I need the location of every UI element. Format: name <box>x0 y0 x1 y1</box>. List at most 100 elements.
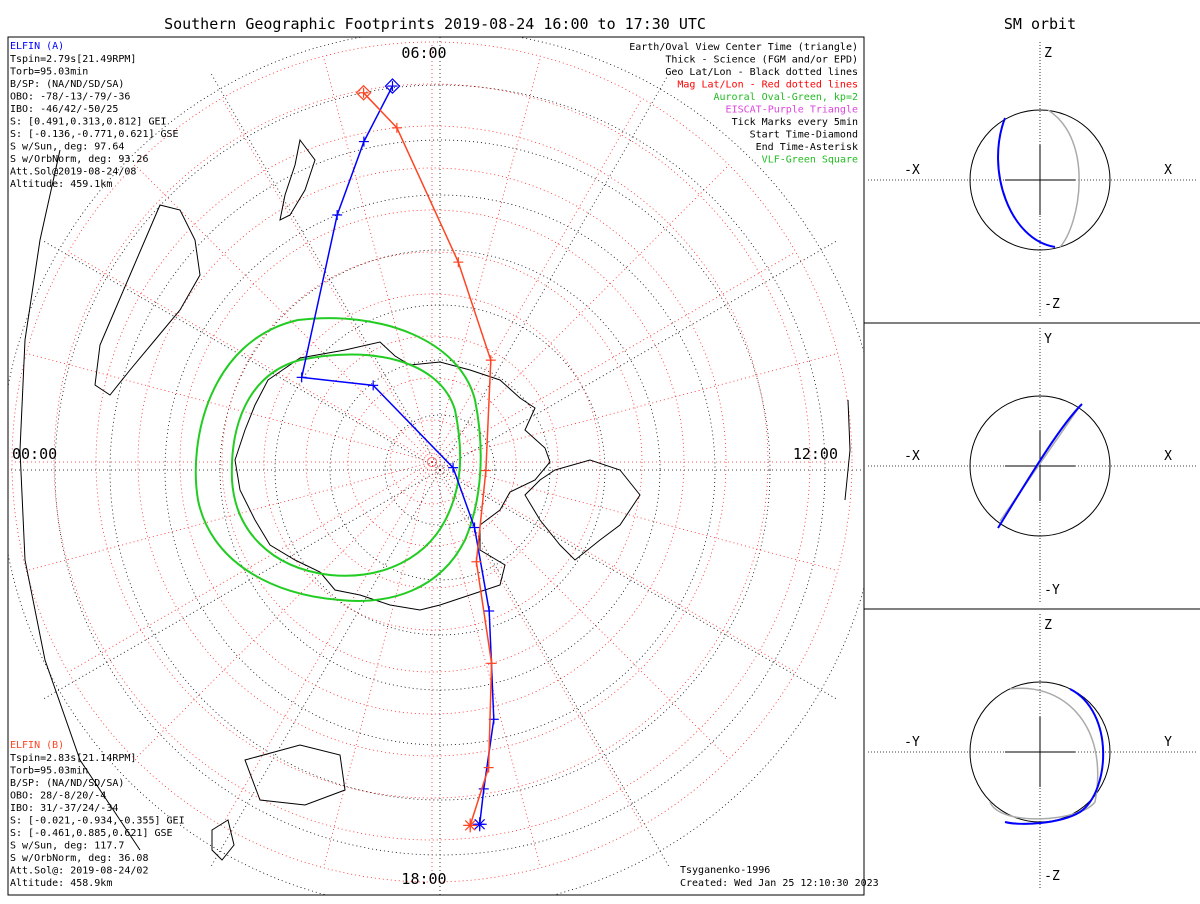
info-line: Att.Sol@2019-08-24/08 <box>10 167 136 178</box>
legend-item: Thick - Science (FGM and/or EPD) <box>665 55 858 66</box>
mag-lon-line <box>431 164 730 463</box>
legend-item: EISCAT-Purple Triangle <box>726 105 858 116</box>
legend-item: Start Time-Diamond <box>750 130 858 141</box>
info-line: B/SP: (NA/ND/SD/SA) <box>10 79 124 90</box>
axis-label-down: -Y <box>1044 583 1060 598</box>
elfin-b-info: ELFIN (B) Tspin=2.83s[21.14RPM] Torb=95.03… <box>10 740 185 889</box>
auroral-oval-inner <box>230 353 462 577</box>
mag-lat-circle <box>53 83 811 841</box>
coast-west-edge <box>19 149 141 851</box>
coastlines <box>19 138 851 861</box>
geo-lon-line <box>41 469 441 701</box>
geo-lon-line <box>439 71 671 471</box>
mlt-label-left: 00:00 <box>12 445 57 463</box>
info-line: S w/OrbNorm, deg: 93.26 <box>10 154 148 165</box>
mag-lon-line <box>26 352 433 463</box>
track-elfin-a <box>300 85 495 825</box>
mag-lon-line <box>431 461 542 868</box>
start-diamond <box>384 78 401 94</box>
legend-item: Tick Marks every 5min <box>732 117 858 128</box>
end-asterisk <box>472 817 487 832</box>
sm-panel-yz: Z -Z -Y Y <box>868 614 1196 890</box>
info-line: S w/Sun, deg: 97.64 <box>10 142 124 153</box>
tick-mark <box>486 658 497 669</box>
info-line: Torb=95.03min <box>10 766 88 777</box>
mag-lon-line <box>431 352 838 463</box>
info-line: OBO: -78/-13/-79/-36 <box>10 92 130 103</box>
axis-label-left: -X <box>904 163 920 178</box>
coast-madagascar <box>211 819 235 861</box>
axis-label-down: -Z <box>1044 297 1060 312</box>
geo-grid <box>8 37 864 895</box>
info-heading: ELFIN (A) <box>10 41 64 52</box>
legend-item: Earth/Oval View Center Time (triangle) <box>629 42 858 53</box>
map-area: 06:00 00:00 12:00 18:00 <box>8 37 864 895</box>
axis-label-up: Z <box>1044 618 1052 633</box>
footprint-tracks <box>296 78 499 833</box>
tick-mark <box>358 87 369 98</box>
sm-orbit-panels: Z -Z -X X Y -Y -X X Z -Z -Y Y <box>868 42 1196 890</box>
info-line: Att.Sol@: 2019-08-24/02 <box>10 866 148 877</box>
auroral-ovals <box>194 317 482 602</box>
mlt-label-top: 06:00 <box>401 44 446 62</box>
info-line: S: [-0.021,-0.934,-0.355] GEI <box>10 816 185 827</box>
mag-lat-circle <box>389 419 475 505</box>
info-line: S: [-0.461,0.885,0.621] GSE <box>10 828 173 839</box>
mag-lat-circle <box>11 41 853 883</box>
coast-africa <box>244 744 346 806</box>
legend-item: VLF-Green Square <box>762 155 858 166</box>
main-title: Southern Geographic Footprints 2019-08-2… <box>164 15 706 33</box>
orbit-elfin-a <box>997 117 1056 248</box>
end-asterisk <box>463 818 478 833</box>
geo-lat-circle <box>329 359 551 581</box>
start-diamond <box>355 84 372 101</box>
info-line: IBO: -46/42/-50/25 <box>10 104 118 115</box>
tick-mark <box>448 462 459 473</box>
info-line: S w/Sun, deg: 117.7 <box>10 841 124 852</box>
mag-lon-line <box>134 461 433 760</box>
orbit-elfin-b <box>1047 109 1080 248</box>
tick-mark <box>480 465 491 476</box>
geo-lon-line <box>439 469 839 701</box>
track-elfin-b <box>363 92 493 826</box>
tick-mark <box>453 257 464 268</box>
info-heading: ELFIN (B) <box>10 740 64 751</box>
mag-lat-circle <box>137 167 727 757</box>
tick-mark <box>368 380 379 391</box>
mag-lon-line <box>431 461 643 826</box>
earth-circle <box>969 681 1111 823</box>
geo-lat-circle <box>164 194 716 746</box>
mag-lat-circle <box>305 335 559 589</box>
legend-item: Geo Lat/Lon - Black dotted lines <box>665 67 858 78</box>
tick-mark <box>332 209 343 220</box>
right-title: SM orbit <box>1004 15 1076 33</box>
sm-panel-xz: Z -Z -X X <box>868 42 1196 318</box>
tick-mark <box>296 372 307 383</box>
info-line: Tspin=2.79s[21.49RPM] <box>10 54 136 65</box>
axis-label-right: X <box>1164 163 1172 178</box>
coast-new-zealand <box>279 138 316 221</box>
geo-lon-line <box>41 239 441 471</box>
tick-mark <box>484 605 495 616</box>
axis-label-up: Z <box>1044 46 1052 61</box>
earth-circle <box>969 395 1111 537</box>
tick-mark <box>358 136 369 147</box>
geo-lon-line <box>209 71 441 471</box>
tick-mark <box>387 81 398 92</box>
tick-mark <box>391 122 402 133</box>
earth-circle <box>969 109 1111 251</box>
tick-mark <box>485 355 496 366</box>
axis-label-right: X <box>1164 449 1172 464</box>
coast-east-edge <box>844 399 851 501</box>
legend-item: Auroral Oval-Green, kp=2 <box>714 92 859 103</box>
axis-label-left: -Y <box>904 735 920 750</box>
elfin-a-info: ELFIN (A) Tspin=2.79s[21.49RPM] Torb=95.03… <box>10 41 179 190</box>
info-line: Torb=95.03min <box>10 67 88 78</box>
auroral-oval-outer <box>194 317 482 602</box>
coast-antarctica <box>234 341 551 611</box>
mag-lon-line <box>431 461 796 673</box>
mag-lat-circle <box>221 251 643 673</box>
mag-lon-line <box>431 461 838 572</box>
